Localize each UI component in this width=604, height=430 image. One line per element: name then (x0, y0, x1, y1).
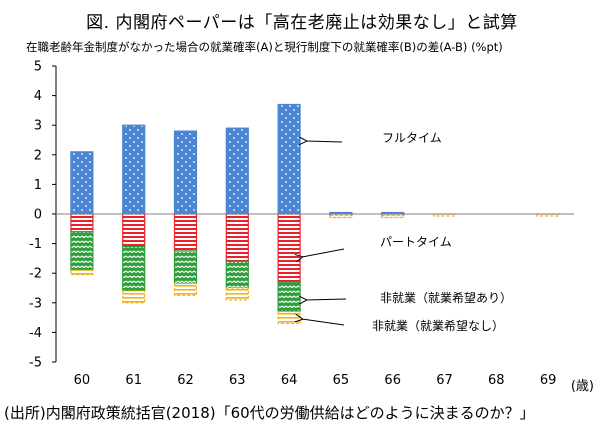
bar-65-series-3 (329, 214, 353, 219)
annotation-label: 非就業（就業希望なし） (372, 318, 504, 333)
y-tick-label: 0 (34, 208, 42, 223)
annotation-arrow (302, 248, 345, 257)
chart-title: 図. 内閣府ペーパーは「高在老廃止は効果なし」と試算 (86, 13, 518, 33)
bar-60-series-2 (70, 231, 94, 271)
bar-61-series-0 (122, 124, 146, 215)
x-tick-label: 62 (177, 373, 194, 388)
bar-60-series-3 (70, 269, 94, 276)
bar-61-series-3 (122, 290, 146, 304)
x-tick-label: 60 (74, 373, 91, 388)
y-axis: 5 4 3 2 1 0 -1 -2 -3 -4 -5 (29, 60, 57, 371)
annotation-arrow (306, 141, 343, 142)
y-tick-label: 1 (34, 178, 42, 193)
x-tick-label: 66 (384, 373, 401, 388)
annotation-label: フルタイム (382, 131, 442, 145)
annotation-label: 非就業（就業希望あり） (380, 290, 512, 305)
bar-64-series-2 (277, 281, 301, 313)
chart: 5 4 3 2 1 0 -1 -2 -3 -4 -5 60 61 62 63 64 65 66 67 68 69 (歳)… (29, 60, 594, 395)
annotation-arrow (306, 299, 347, 300)
bar-63-series-1 (225, 213, 249, 262)
x-unit-label: (歳) (571, 379, 594, 394)
bar-63-series-0 (225, 127, 249, 215)
x-tick-label: 61 (125, 373, 142, 388)
x-tick-label: 63 (229, 373, 246, 388)
bar-64-series-1 (277, 213, 301, 283)
y-tick-label: -2 (29, 267, 42, 282)
bar-62-series-2 (173, 250, 198, 285)
annotation-arrow (302, 319, 345, 326)
bar-64-series-3 (277, 311, 301, 325)
y-tick-label: -5 (29, 356, 42, 371)
x-axis: 60 61 62 63 64 65 66 67 68 69 (歳) (56, 213, 594, 394)
bar-61-series-1 (122, 213, 146, 248)
bar-63-series-3 (225, 287, 249, 301)
x-tick-label: 64 (281, 373, 298, 388)
bar-63-series-2 (225, 260, 249, 289)
x-tick-label: 67 (436, 373, 453, 388)
source-note: (出所)内閣府政策統括官(2018)「60代の労働供給はどのように決まるのか？」 (4, 404, 535, 422)
x-tick-label: 68 (488, 373, 505, 388)
y-tick-label: 3 (34, 119, 42, 134)
bar-64-series-0 (277, 103, 301, 215)
chart-subtitle: 在職老齢年金制度がなかった場合の就業確率(A)と現行制度下の就業確率(B)の差(… (26, 40, 503, 54)
x-tick-label: 69 (540, 373, 557, 388)
x-tick-label: 65 (333, 373, 350, 388)
y-tick-label: 4 (34, 89, 42, 104)
y-tick-label: 2 (34, 148, 42, 163)
annotation-label: パートタイム (380, 235, 452, 249)
bar-60-series-0 (70, 151, 94, 215)
y-tick-label: -3 (29, 296, 42, 311)
bar-66-series-3 (381, 214, 405, 219)
bar-62-series-1 (173, 213, 198, 252)
y-tick-label: -1 (29, 237, 42, 252)
y-tick-label: -4 (29, 326, 42, 341)
y-tick-label: 5 (34, 60, 42, 75)
bar-62-series-3 (173, 282, 198, 296)
bar-62-series-0 (173, 130, 198, 215)
bar-61-series-2 (122, 245, 146, 292)
bar-60-series-1 (70, 213, 94, 233)
